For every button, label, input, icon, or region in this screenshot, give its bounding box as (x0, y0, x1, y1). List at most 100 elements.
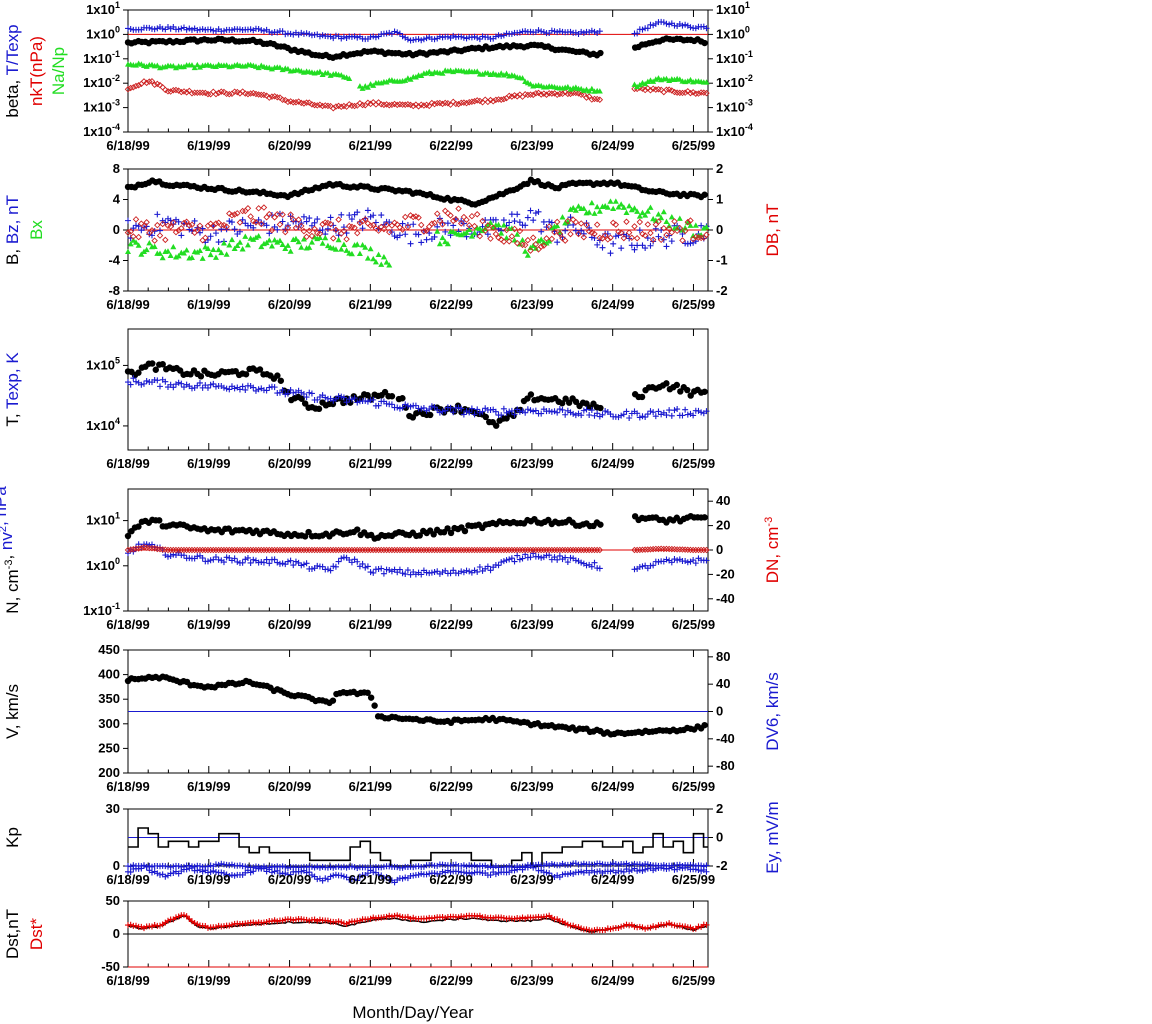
panel-1-nkt-point (457, 99, 465, 107)
panel-4-dn-point (455, 546, 462, 554)
panel-3-xtick-label: 6/19/99 (187, 456, 230, 471)
panel-1-t-texp-point (423, 35, 430, 42)
panel-5-dv6-point (311, 873, 318, 880)
panel-3-t-point (364, 392, 371, 399)
panel-2-db-point (239, 207, 246, 215)
panel-2-db-point (655, 218, 662, 225)
panel-4-xtick-label: 6/18/99 (106, 617, 149, 632)
panel-2-bx-point (362, 244, 369, 250)
panel-4-nv2-point (239, 559, 246, 566)
panel-2-db-point (148, 227, 156, 234)
panel-4-dn-point (513, 546, 521, 554)
panel-2-bx-point (559, 214, 566, 220)
panel-7-dst--point (578, 925, 585, 932)
panel-7-dst--point (511, 915, 518, 922)
panel-1-na-np-point (474, 68, 481, 74)
panel-7-dst--point (388, 913, 395, 920)
panel-3-texp-point (636, 414, 643, 421)
panel-2-db-point (489, 224, 497, 232)
panel-4-dn-point (569, 546, 577, 554)
panel-6-ey-point (596, 860, 603, 867)
panel-1-t-texp-point (444, 33, 451, 40)
panel-2-db-point (577, 220, 585, 227)
panel-4-dn-point (388, 546, 396, 554)
panel-2-db-point (143, 219, 150, 226)
panel-3-texp-point (175, 379, 182, 386)
panel-6-ey-point (434, 862, 441, 869)
panel-2-bx-point (207, 251, 214, 258)
panel-4-nv2-point (303, 560, 310, 567)
panel-2-bx-point (439, 234, 446, 241)
panel-4-nv2-point (556, 552, 563, 559)
panel-6-ey-point (580, 860, 587, 867)
panel-2-bx-point (463, 229, 470, 235)
panel-2-bz-point (610, 240, 617, 247)
panel-6-ey-point (458, 863, 465, 870)
panel-3-t-point (301, 400, 309, 407)
panel-6-ey-point (196, 863, 203, 870)
panel-7-xtick-label: 6/23/99 (510, 973, 553, 988)
panel-4-dn-point (655, 545, 662, 553)
panel-2-db-point (551, 228, 558, 236)
panel-6-ey-point (567, 861, 574, 868)
panel-2-bz-point (151, 228, 158, 235)
panel-5-dv6-point (703, 868, 710, 875)
panel-2-db-point (388, 222, 396, 229)
panel-2-bz-point (407, 240, 414, 247)
panel-2-db-point (327, 220, 334, 228)
panel-7-dst--point (138, 923, 145, 930)
panel-4-dn-point (439, 546, 446, 554)
panel-7-dst--point (482, 914, 489, 921)
panel-1-nkt-point (588, 96, 596, 103)
panel-4-nv2-point (431, 569, 438, 576)
panel-2-db-point (665, 225, 673, 233)
panel-1-t-texp-point (260, 27, 267, 34)
panel-4-dn-point (127, 546, 134, 553)
panel-4-dn-point (556, 546, 564, 554)
panel-1-t-texp-point (650, 22, 657, 29)
panel-1-t-texp-point (194, 27, 201, 34)
panel-4-dn-point (130, 545, 137, 553)
panel-1-nkt-point (492, 96, 500, 104)
panel-3-t-point (176, 367, 184, 374)
panel-7-dst--point (618, 923, 625, 930)
panel-2-bx-point (322, 234, 329, 241)
panel-6-ey-point (578, 861, 585, 868)
panel-4-dn-point (167, 546, 174, 554)
panel-1-t-texp-point (588, 27, 595, 34)
panel-2-db-point (519, 241, 526, 249)
panel-4-dn-point (239, 546, 246, 554)
panel-2-bz-point (340, 224, 347, 231)
panel-4-dn-point (164, 546, 172, 554)
panel-6-ey-point (274, 863, 281, 870)
panel-3-t-point (274, 372, 281, 379)
panel-3-texp-point (455, 404, 462, 411)
panel-3-t-point (135, 369, 142, 376)
panel-1-na-np-point (519, 75, 526, 81)
panel-4-nv2-point (210, 556, 217, 563)
panel-2-bx-point (655, 211, 662, 217)
panel-2-db-point (407, 212, 414, 219)
panel-7-dst--point (570, 922, 577, 929)
panel-4-nv2-point (279, 560, 286, 567)
panel-3-texp-point (511, 411, 518, 418)
panel-2-bx-point (370, 255, 377, 262)
panel-5-dv6-point (455, 868, 462, 875)
panel-2-db-point (524, 236, 532, 244)
panel-7-dst--point (538, 914, 545, 921)
panel-3-t-point (482, 413, 489, 421)
panel-6-ey-point (148, 863, 155, 870)
panel-7-dst--point (562, 920, 569, 927)
panel-7-xtick-label: 6/22/99 (429, 973, 472, 988)
panel-5-ytick-right-label: 80 (716, 649, 730, 664)
panel-2-bz-point (506, 219, 513, 226)
panel-4-dn-point (444, 546, 452, 554)
panel-1-nkt-point (567, 90, 574, 98)
panel-4-nv2-point (231, 555, 238, 562)
panel-2-bx-point (658, 214, 665, 221)
panel-2-bx-point (620, 204, 627, 210)
panel-7-dst--point (372, 915, 379, 922)
panel-3-t-point (565, 399, 573, 406)
panel-7-dst--point (604, 925, 611, 932)
panel-2-db-point (236, 219, 244, 226)
